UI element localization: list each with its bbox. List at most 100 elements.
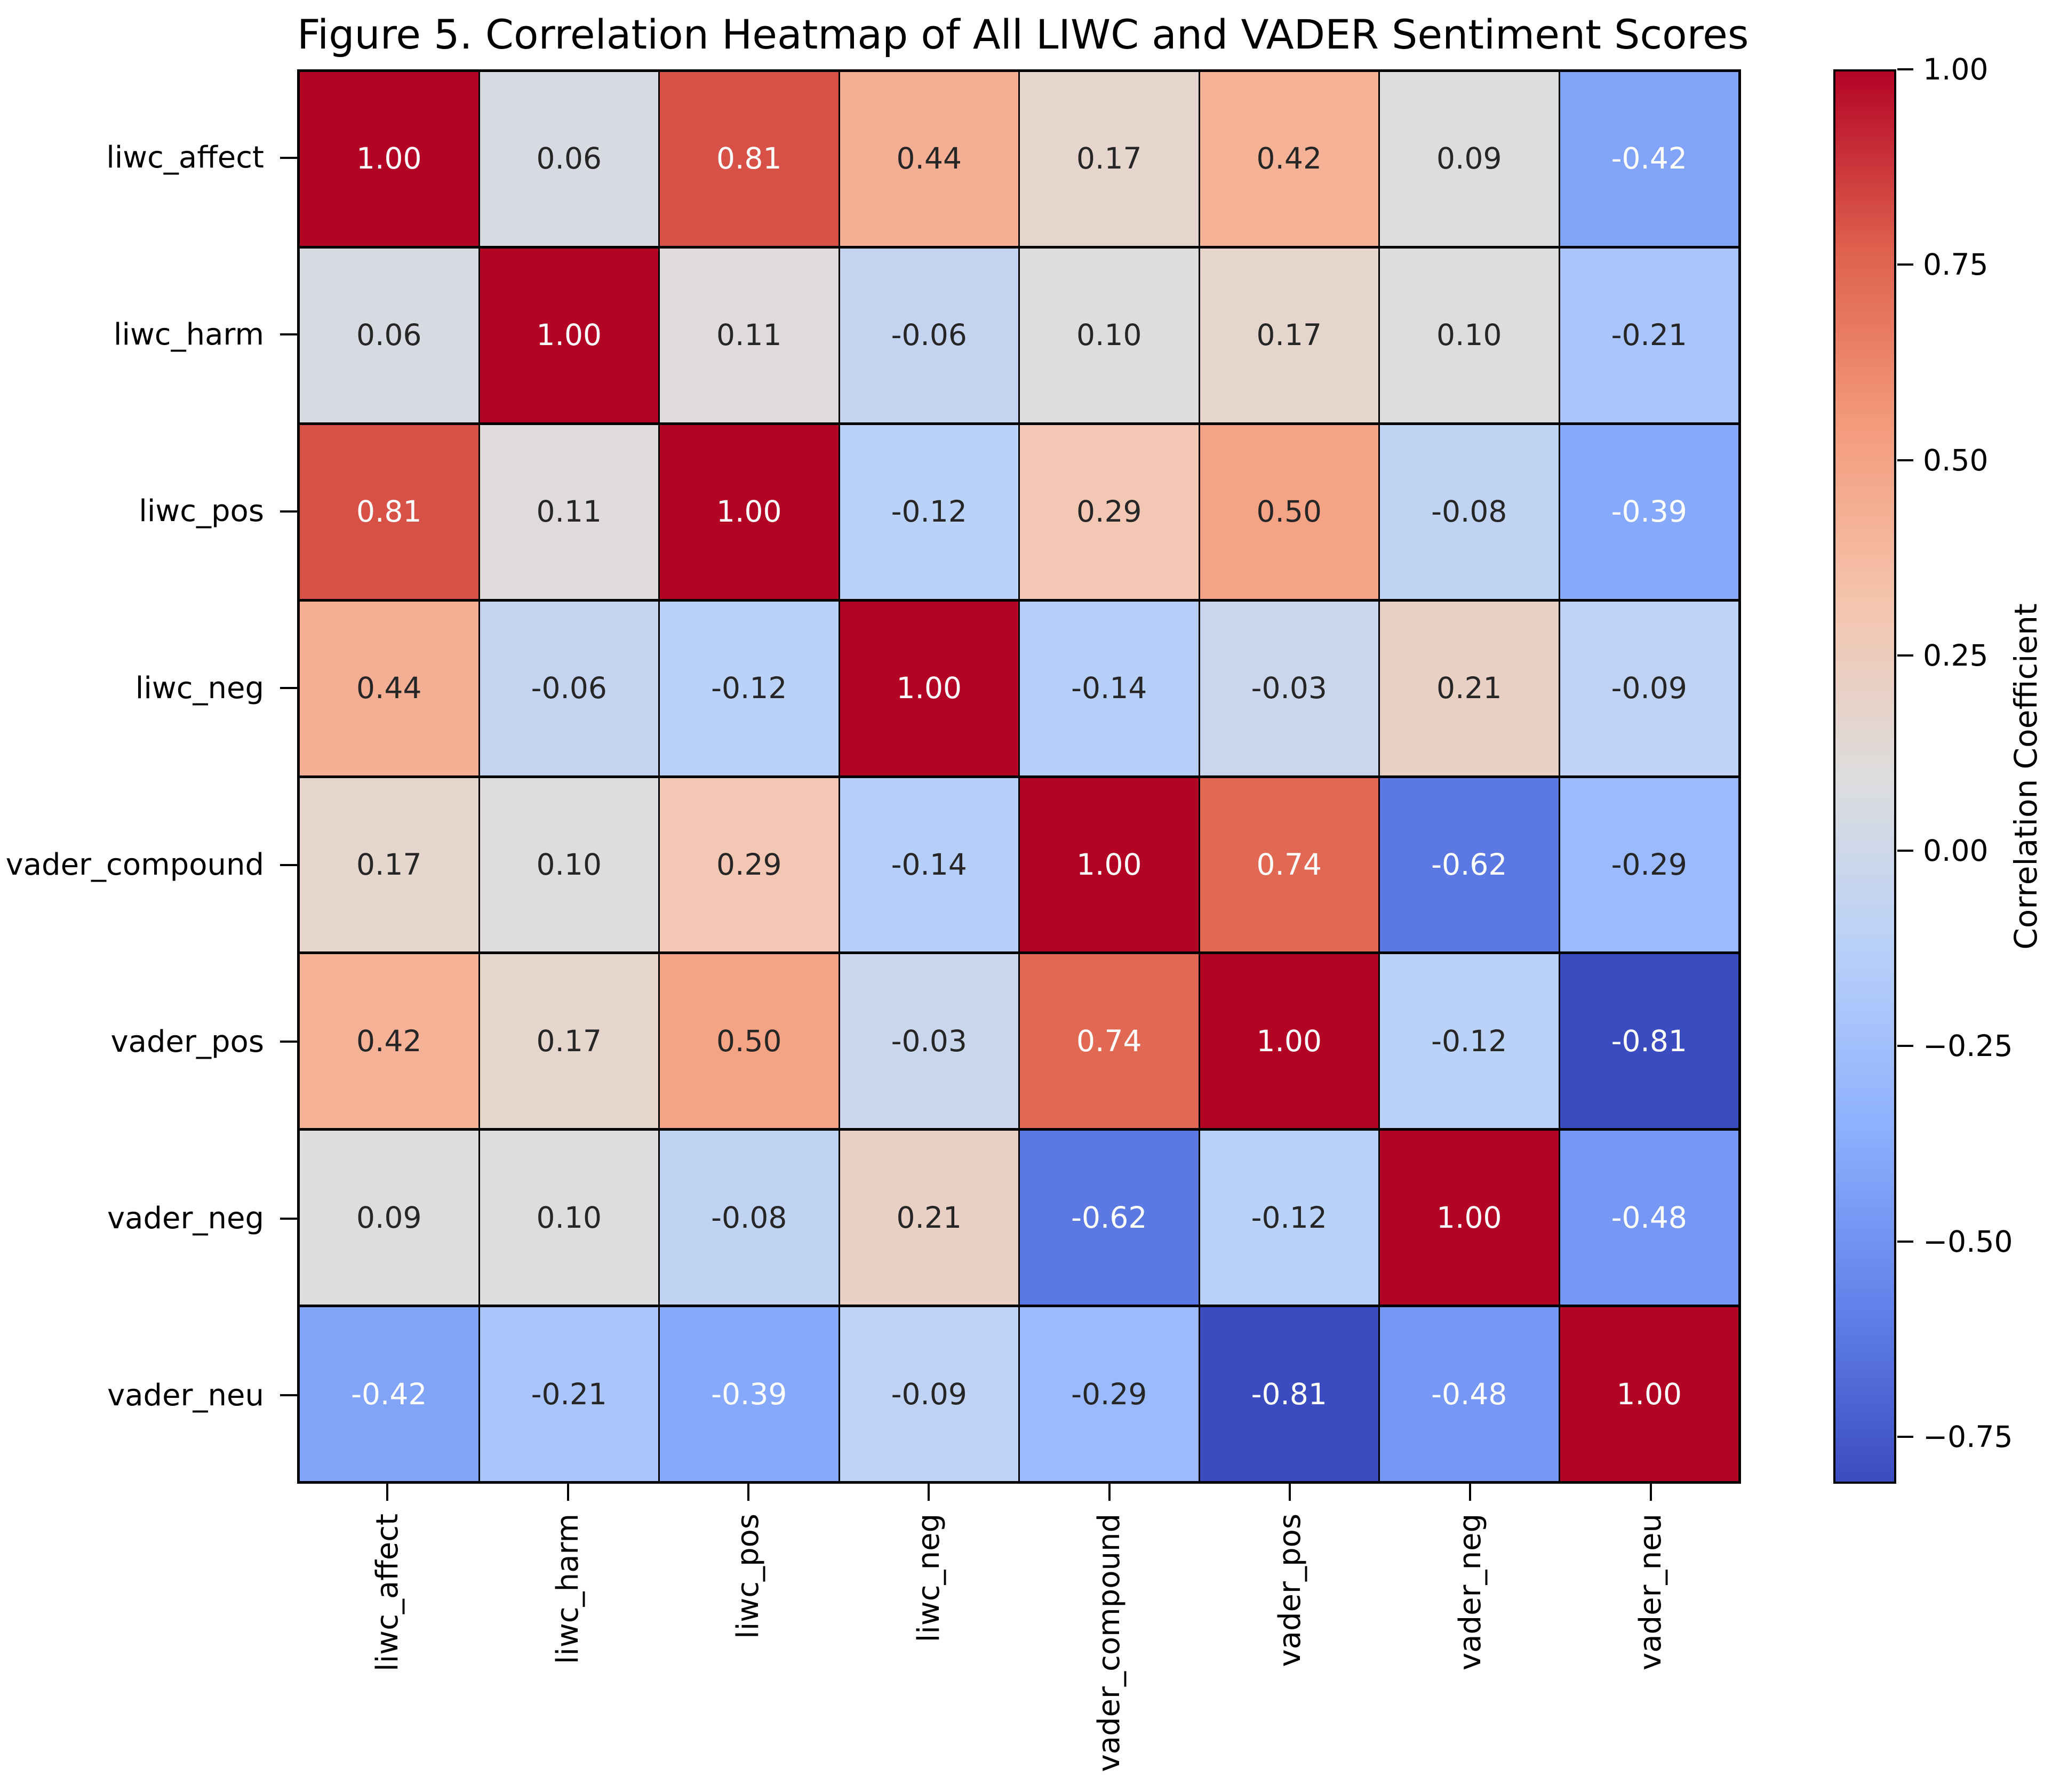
heatmap-cell: 1.00 bbox=[1560, 1307, 1738, 1481]
heatmap-cell: 0.81 bbox=[660, 72, 839, 246]
heatmap-cell: -0.39 bbox=[1560, 425, 1738, 599]
y-axis-tick bbox=[280, 1394, 297, 1397]
x-axis-tick bbox=[1289, 1484, 1291, 1501]
heatmap-cell: 1.00 bbox=[480, 248, 658, 422]
y-axis-tick bbox=[280, 1041, 297, 1043]
heatmap-cell: 1.00 bbox=[840, 601, 1018, 775]
x-axis-tick bbox=[1469, 1484, 1472, 1501]
heatmap-cell: 0.50 bbox=[1200, 425, 1378, 599]
colorbar-tick-label: −0.25 bbox=[1923, 1029, 2013, 1063]
heatmap-cell: 0.50 bbox=[660, 954, 839, 1129]
heatmap-cell: -0.21 bbox=[1560, 248, 1738, 422]
heatmap-cell: 0.17 bbox=[1200, 248, 1378, 422]
y-tick-label-text: liwc_affect bbox=[106, 140, 264, 175]
heatmap-cell: -0.03 bbox=[1200, 601, 1378, 775]
x-axis-tick bbox=[1649, 1484, 1652, 1501]
heatmap-cell: 0.11 bbox=[660, 248, 839, 422]
colorbar-tick-label: −0.75 bbox=[1923, 1420, 2013, 1454]
heatmap-cell: -0.81 bbox=[1560, 954, 1738, 1129]
colorbar-tick-area: 1.00 0.75 0.50 0.25 0.00 −0.25 −0.50 −0.75 bbox=[1896, 52, 2060, 1484]
y-axis-tick bbox=[280, 863, 297, 866]
x-axis-tick bbox=[566, 1484, 569, 1501]
colorbar-tick bbox=[1897, 850, 1913, 852]
y-tick-label-text: vader_neg bbox=[107, 1201, 264, 1236]
colorbar-tick-label: 0.50 bbox=[1923, 443, 1989, 477]
heatmap-cell: -0.08 bbox=[1380, 425, 1559, 599]
heatmap-cell: -0.14 bbox=[1020, 601, 1199, 775]
heatmap-cell: 0.44 bbox=[300, 601, 478, 775]
heatmap-cell: -0.81 bbox=[1200, 1307, 1378, 1481]
y-tick-label: liwc_harm bbox=[0, 246, 297, 423]
y-tick-label-text: vader_pos bbox=[110, 1024, 264, 1059]
heatmap-cell: 0.10 bbox=[1020, 248, 1199, 422]
colorbar-tick-label: 1.00 bbox=[1923, 52, 1989, 86]
heatmap-cell: -0.08 bbox=[660, 1131, 839, 1305]
x-tick-label-text: liwc_harm bbox=[550, 1514, 586, 1665]
heatmap-cell: 0.11 bbox=[480, 425, 658, 599]
heatmap-cell: -0.62 bbox=[1020, 1131, 1199, 1305]
heatmap-cell: 0.09 bbox=[300, 1131, 478, 1305]
x-axis-tick bbox=[386, 1484, 389, 1501]
y-axis-tick bbox=[280, 333, 297, 336]
x-tick-label-text: liwc_neg bbox=[911, 1514, 946, 1643]
y-axis-tick bbox=[280, 510, 297, 513]
heatmap-cell: -0.21 bbox=[480, 1307, 658, 1481]
x-tick-label-text: vader_neu bbox=[1633, 1514, 1668, 1670]
heatmap-cell: 0.81 bbox=[300, 425, 478, 599]
heatmap-cell: -0.42 bbox=[300, 1307, 478, 1481]
y-tick-label: vader_compound bbox=[0, 777, 297, 954]
heatmap-cell: -0.06 bbox=[840, 248, 1018, 422]
colorbar-tick bbox=[1897, 1045, 1913, 1047]
heatmap-cell: 0.17 bbox=[300, 778, 478, 952]
heatmap-cell: 0.09 bbox=[1380, 72, 1559, 246]
y-tick-label-text: liwc_harm bbox=[113, 317, 264, 352]
heatmap-cell: -0.48 bbox=[1560, 1131, 1738, 1305]
colorbar-tick-label: 0.75 bbox=[1923, 247, 1989, 282]
heatmap-grid: 1.00 0.06 0.81 0.44 0.17 0.42 0.09 -0.42 0.06 1.0… bbox=[297, 69, 1741, 1484]
y-tick-label-text: liwc_pos bbox=[139, 494, 264, 529]
heatmap-cell: 0.74 bbox=[1200, 778, 1378, 952]
heatmap-cell: -0.12 bbox=[660, 601, 839, 775]
heatmap-cell: -0.39 bbox=[660, 1307, 839, 1481]
heatmap-cell: -0.29 bbox=[1560, 778, 1738, 952]
x-tick-label-text: vader_neg bbox=[1452, 1514, 1488, 1670]
heatmap-cell: 1.00 bbox=[1380, 1131, 1559, 1305]
y-tick-label: vader_neu bbox=[0, 1307, 297, 1484]
heatmap-cell: -0.12 bbox=[1380, 954, 1559, 1129]
heatmap-cell: -0.09 bbox=[840, 1307, 1018, 1481]
heatmap-cell: 0.10 bbox=[480, 1131, 658, 1305]
x-tick-label: liwc_harm bbox=[477, 1484, 658, 1792]
y-tick-label: liwc_affect bbox=[0, 69, 297, 246]
x-axis-tick bbox=[1108, 1484, 1111, 1501]
heatmap-cell: 1.00 bbox=[300, 72, 478, 246]
heatmap-cell: -0.42 bbox=[1560, 72, 1738, 246]
heatmap-cell: 0.21 bbox=[840, 1131, 1018, 1305]
x-tick-label: liwc_pos bbox=[658, 1484, 839, 1792]
heatmap-cell: -0.06 bbox=[480, 601, 658, 775]
heatmap-cell: -0.14 bbox=[840, 778, 1018, 952]
colorbar-axis-label: Correlation Coefficient bbox=[2008, 603, 2044, 950]
x-tick-label: liwc_neg bbox=[839, 1484, 1019, 1792]
y-tick-label: liwc_neg bbox=[0, 600, 297, 777]
colorbar-tick bbox=[1897, 1240, 1913, 1243]
y-axis-tick bbox=[280, 156, 297, 159]
heatmap-cell: 0.44 bbox=[840, 72, 1018, 246]
heatmap-cell: 0.74 bbox=[1020, 954, 1199, 1129]
y-axis-tick bbox=[280, 687, 297, 690]
y-tick-label-text: vader_compound bbox=[5, 847, 264, 883]
colorbar-tick bbox=[1897, 654, 1913, 657]
y-tick-label: liwc_pos bbox=[0, 423, 297, 600]
x-tick-label-text: liwc_affect bbox=[370, 1514, 405, 1671]
y-axis-tick bbox=[280, 1217, 297, 1220]
heatmap-cell: 1.00 bbox=[660, 425, 839, 599]
heatmap-cell: 1.00 bbox=[1200, 954, 1378, 1129]
x-axis-tick bbox=[928, 1484, 930, 1501]
colorbar-tick bbox=[1897, 1436, 1913, 1438]
colorbar-tick bbox=[1897, 459, 1913, 461]
x-tick-label: vader_neu bbox=[1561, 1484, 1741, 1792]
heatmap-cell: 0.17 bbox=[480, 954, 658, 1129]
x-tick-label: vader_compound bbox=[1019, 1484, 1200, 1792]
heatmap-cell: 0.17 bbox=[1020, 72, 1199, 246]
heatmap-cell: -0.48 bbox=[1380, 1307, 1559, 1481]
